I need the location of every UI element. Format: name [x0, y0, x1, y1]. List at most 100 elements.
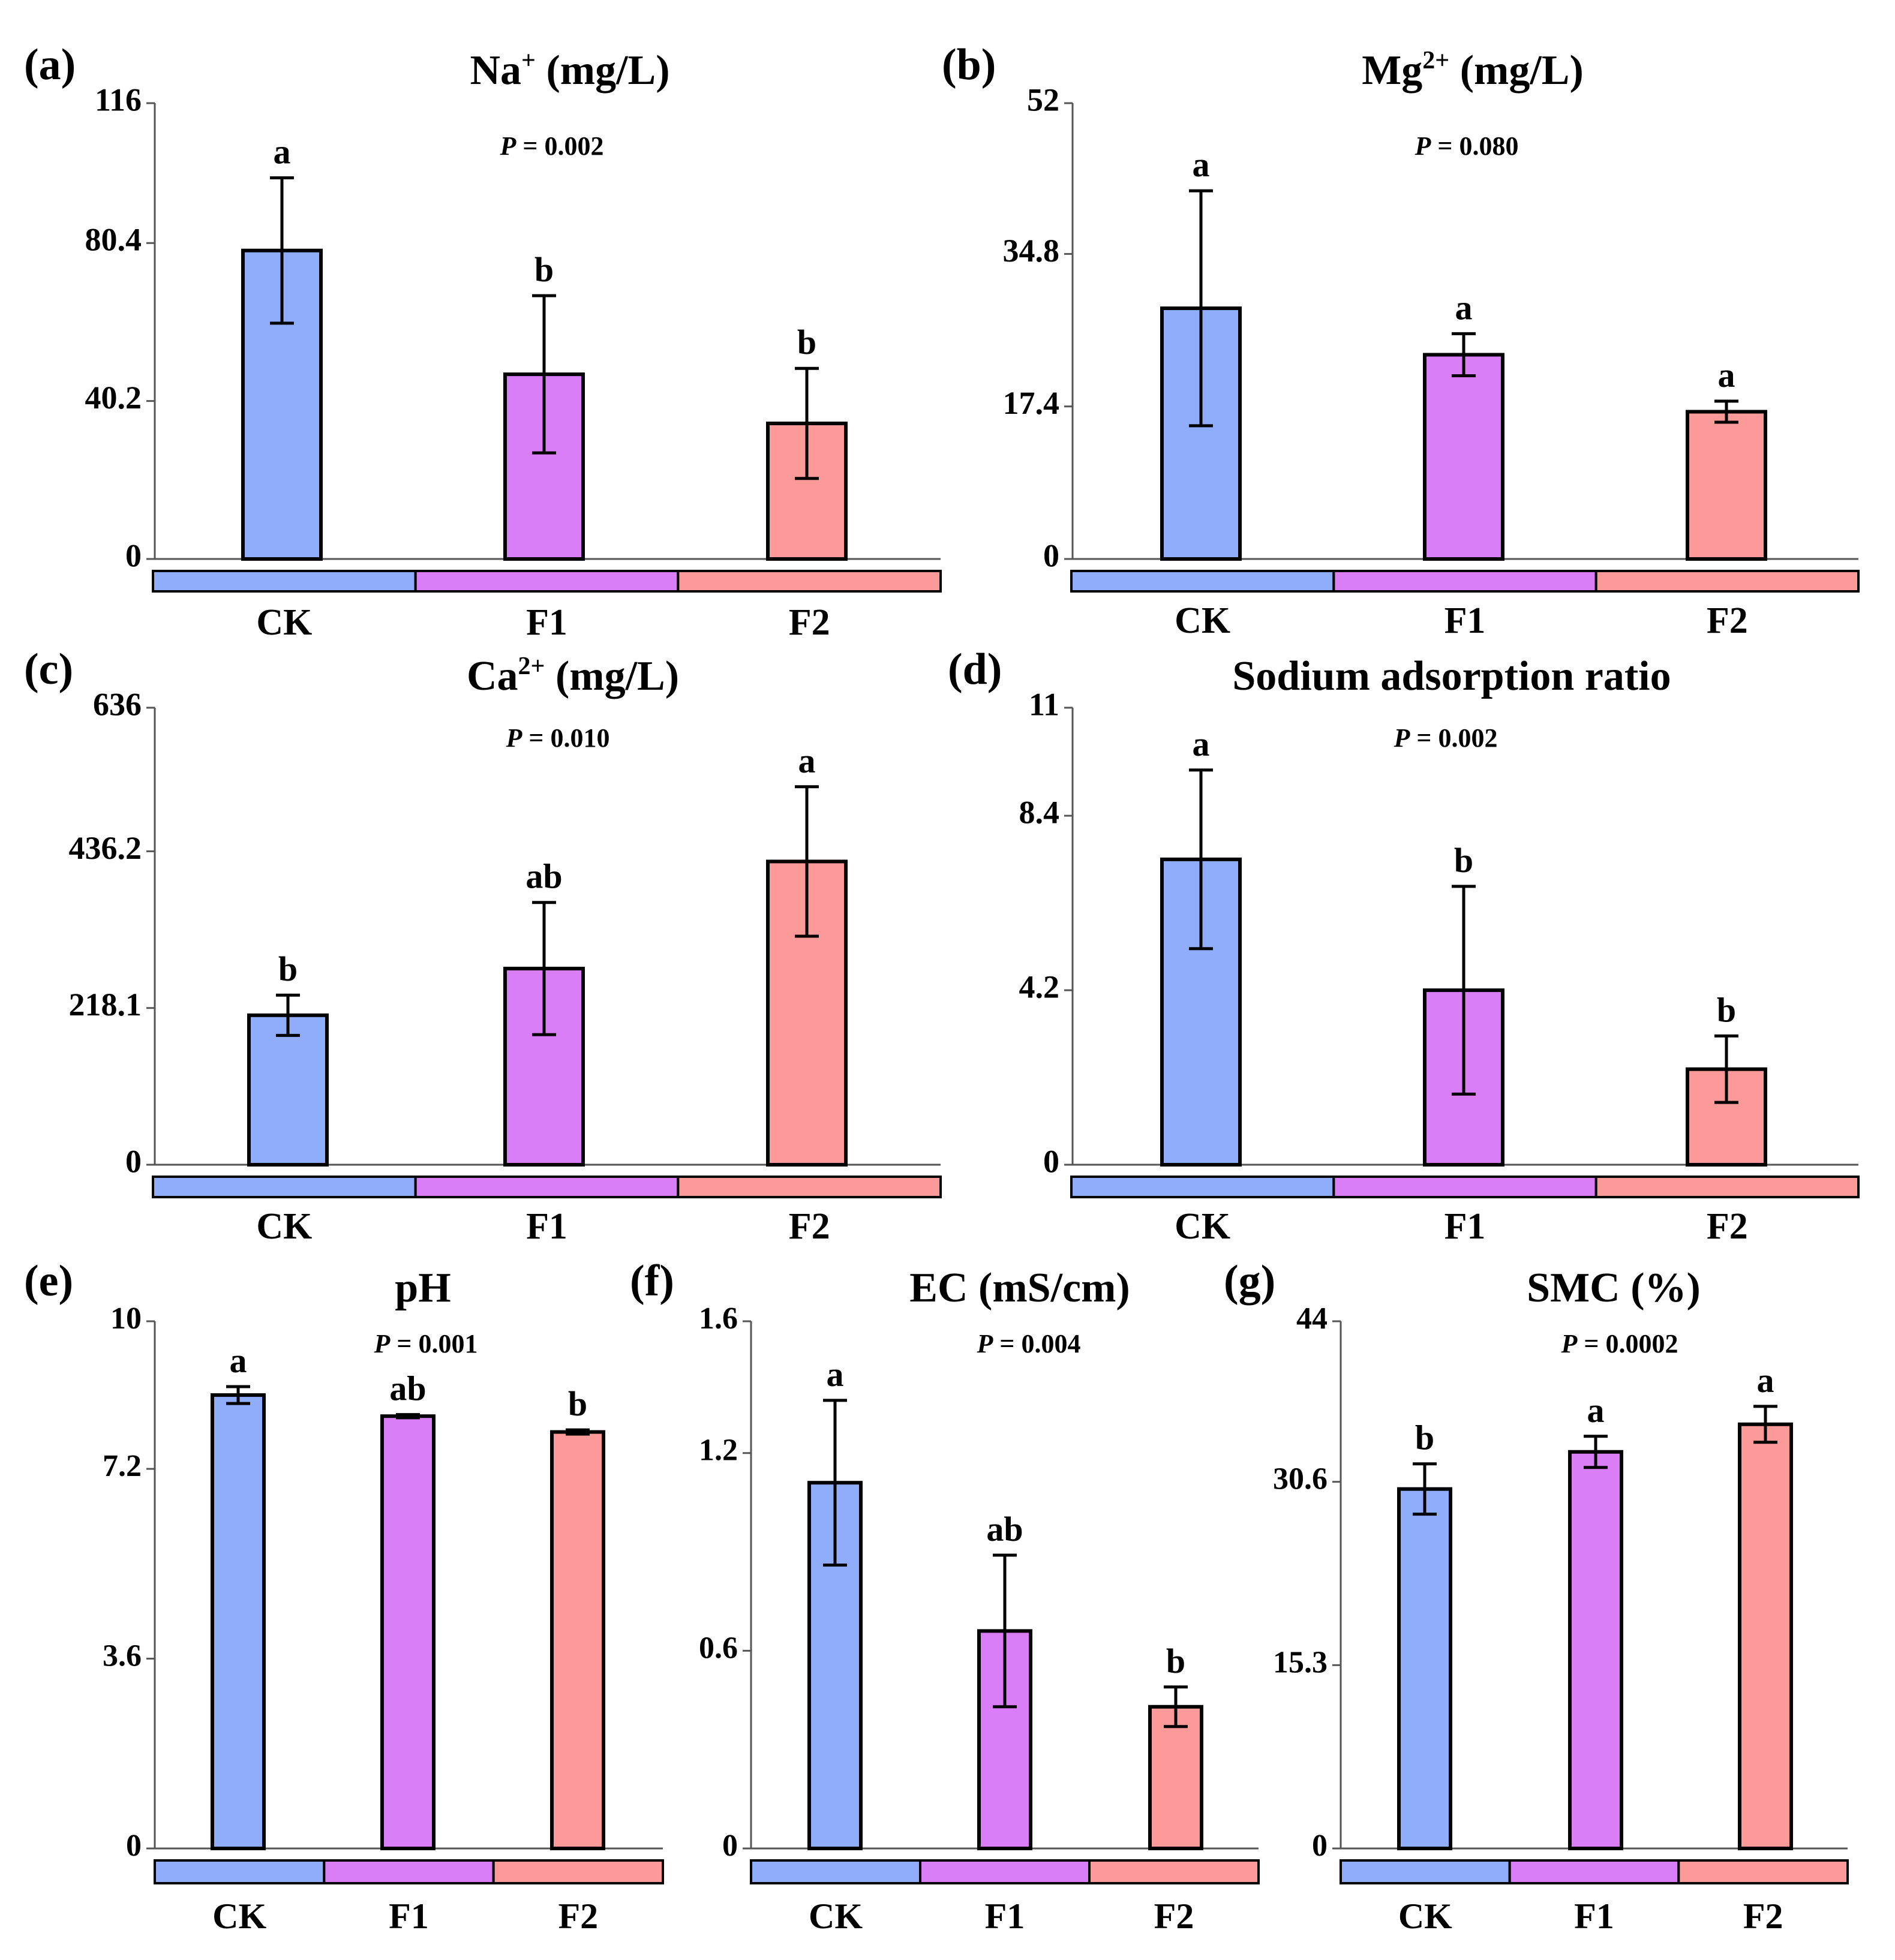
significance-letter: a	[798, 741, 816, 780]
p-value-label: P = 0.002	[1394, 723, 1498, 753]
p-value-label: P = 0.002	[500, 131, 604, 161]
bar-f1	[380, 1414, 436, 1850]
legend-strip-f1	[414, 1176, 680, 1198]
y-tick-label: 15.3	[1273, 1645, 1328, 1679]
y-tick-label: 17.4	[1003, 385, 1060, 421]
y-tick-label: 436.2	[69, 830, 142, 866]
x-category-label: CK	[256, 602, 312, 643]
legend-strip-ck	[1070, 570, 1335, 593]
legend-strip-f2	[677, 570, 942, 593]
title-unit: (mg/L)	[536, 47, 670, 94]
chart-panel-2: (b) Mg2+ (mg/L) P = 0.080 0 17.4 34.8 52 a a a CK F…	[942, 40, 1860, 641]
chart-title: Na+ (mg/L)	[470, 47, 669, 94]
p-symbol: P	[506, 723, 523, 753]
bar-f2	[550, 1430, 605, 1851]
chart-panel-1: (a) Na+ (mg/L) P = 0.002 0 40.2 80.4 116 a b b CK F…	[24, 40, 942, 643]
bar-f1	[1568, 1450, 1623, 1850]
title-text: EC (mS/cm)	[909, 1265, 1130, 1311]
title-unit: (mg/L)	[545, 653, 679, 699]
y-tick-label: 8.4	[1019, 794, 1060, 830]
significance-letter: a	[274, 132, 291, 171]
p-value: = 0.001	[390, 1329, 477, 1358]
significance-letter: b	[1415, 1418, 1434, 1457]
x-category-label: F1	[389, 1896, 429, 1936]
y-tick-label: 30.6	[1273, 1462, 1328, 1496]
y-tick-label: 0	[125, 1143, 142, 1179]
p-symbol: P	[1394, 723, 1411, 753]
panel-label: (c)	[24, 645, 73, 694]
y-tick-label: 52	[1027, 82, 1059, 118]
x-category-label: CK	[1175, 1206, 1230, 1247]
legend-strip-ck	[1340, 1859, 1511, 1884]
legend-strip-ck	[152, 1176, 417, 1198]
p-value-label: P = 0.001	[374, 1329, 478, 1358]
title-superscript: +	[521, 47, 536, 74]
p-symbol: P	[500, 131, 517, 161]
significance-letter: b	[278, 949, 298, 988]
chart-panel-6: (f) EC (mS/cm) P = 0.004 0 0.6 1.2 1.6 a ab b CK F1…	[630, 1256, 1260, 1936]
significance-letter: a	[1455, 288, 1473, 327]
title-superscript: 2+	[1422, 47, 1449, 74]
legend-strip-ck	[1070, 1176, 1335, 1198]
chart-panel-4: (d) Sodium adsorption ratio P = 0.002 0 4.2 8…	[948, 645, 1860, 1247]
y-tick-label: 80.4	[85, 222, 142, 258]
y-tick-label: 0	[126, 1829, 142, 1863]
legend-strip-ck	[154, 1859, 326, 1884]
x-category-label: F1	[1574, 1896, 1614, 1936]
chart-panel-3: (c) Ca2+ (mg/L) P = 0.010 0 218.1 436.2 636 b ab…	[24, 645, 942, 1247]
panel-label: (e)	[24, 1256, 73, 1306]
p-value: = 0.004	[993, 1329, 1080, 1358]
x-category-label: CK	[809, 1896, 863, 1936]
y-tick-label: 0	[1043, 1143, 1059, 1179]
legend-strip-f2	[1594, 570, 1860, 593]
panel-label: (b)	[942, 40, 996, 89]
y-tick-label: 0	[1312, 1829, 1328, 1863]
significance-letter: b	[1717, 990, 1736, 1029]
x-category-label: F1	[526, 1206, 567, 1247]
y-tick-label: 1.2	[699, 1433, 738, 1468]
significance-letter: a	[1587, 1391, 1605, 1430]
legend-strip-f2	[492, 1859, 665, 1884]
chart-title: EC (mS/cm)	[909, 1265, 1130, 1311]
y-tick-label: 11	[1029, 686, 1059, 722]
y-tick-label: 1.6	[699, 1301, 738, 1336]
significance-letter: a	[1193, 145, 1210, 184]
significance-letter: b	[1454, 841, 1473, 880]
x-category-label: F2	[789, 1206, 830, 1247]
title-superscript: 2+	[518, 653, 545, 680]
y-tick-label: 3.6	[103, 1639, 142, 1673]
significance-letter: a	[1718, 356, 1735, 395]
p-symbol: P	[1415, 131, 1432, 161]
title-text: Sodium adsorption ratio	[1232, 653, 1671, 699]
y-tick-label: 218.1	[69, 987, 142, 1023]
chart-title: pH	[395, 1265, 451, 1311]
chart-title: Ca2+ (mg/L)	[467, 653, 679, 699]
x-category-label: F2	[1154, 1896, 1194, 1936]
p-value: = 0.002	[1410, 723, 1497, 753]
significance-letter: b	[568, 1384, 587, 1423]
p-value: = 0.080	[1431, 131, 1518, 161]
x-category-label: CK	[1398, 1896, 1452, 1936]
p-symbol: P	[1561, 1329, 1578, 1358]
y-tick-label: 7.2	[103, 1449, 142, 1483]
significance-letter: a	[230, 1341, 247, 1380]
p-symbol: P	[977, 1329, 994, 1358]
legend-strip-ck	[152, 570, 417, 593]
p-value: = 0.002	[516, 131, 603, 161]
significance-letter: b	[534, 250, 554, 289]
chart-title: Mg2+ (mg/L)	[1362, 47, 1584, 94]
x-category-label: F2	[1743, 1896, 1783, 1936]
legend-strip-f2	[677, 1176, 942, 1198]
bar-ck	[211, 1393, 266, 1851]
title-text: Na	[470, 47, 521, 94]
bar-ck	[1397, 1487, 1452, 1851]
legend-strip-f2	[1594, 1176, 1860, 1198]
legend-strip-f1	[323, 1859, 495, 1884]
chart-title: SMC (%)	[1527, 1265, 1701, 1311]
y-tick-label: 44	[1296, 1301, 1328, 1336]
y-tick-label: 0	[1043, 537, 1059, 573]
title-unit: (mg/L)	[1449, 47, 1584, 94]
y-tick-label: 40.2	[85, 380, 142, 416]
y-tick-label: 116	[95, 82, 142, 118]
